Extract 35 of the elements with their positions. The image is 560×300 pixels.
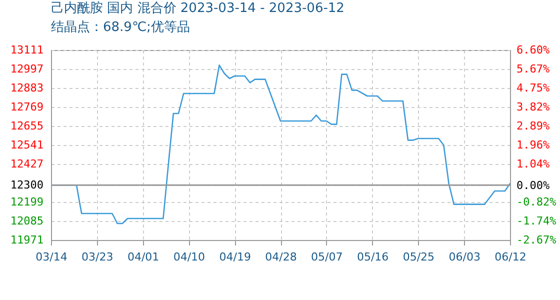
y2-tick-label: -0.82%: [516, 196, 557, 209]
y2-tick-label: 5.67%: [516, 62, 550, 76]
y-tick-label: 12199: [10, 196, 44, 208]
x-tick-label: 04/19: [219, 250, 251, 264]
y-tick-label: 12655: [10, 120, 44, 132]
y-tick-label: 12883: [10, 82, 44, 94]
x-tick-label: 06/12: [494, 250, 526, 264]
y2-tick-label: 1.96%: [516, 138, 550, 152]
y2-tick-label: -2.67%: [516, 234, 557, 246]
y2-tick-label: 0.00%: [516, 178, 550, 192]
y-tick-label: 12427: [10, 158, 44, 170]
chart-subtitle: 结晶点：68.9℃;优等品: [51, 20, 190, 35]
y2-tick-label: 6.60%: [516, 44, 550, 56]
x-tick-label: 04/28: [265, 250, 297, 264]
y-tick-label: 12085: [10, 214, 44, 228]
x-tick-label: 04/01: [127, 250, 160, 264]
x-tick-label: 05/07: [311, 250, 343, 264]
y-tick-label: 11971: [10, 234, 44, 246]
chart-title: 己内酰胺 国内 混合价 2023-03-14 - 2023-06-12: [51, 1, 344, 16]
x-tick-label: 03/14: [36, 250, 68, 264]
y-tick-label: 12997: [10, 62, 44, 76]
x-tick-label: 03/23: [82, 250, 114, 264]
y2-tick-label: 1.04%: [516, 157, 550, 170]
x-tick-label: 05/25: [402, 250, 435, 264]
y2-tick-label: 2.89%: [516, 120, 550, 133]
y2-tick-label: 4.75%: [516, 81, 550, 94]
y2-tick-label: 3.82%: [516, 100, 550, 114]
y-tick-label: 12300: [10, 178, 44, 192]
y2-tick-label: -1.74%: [516, 214, 557, 228]
x-tick-label: 05/16: [356, 250, 389, 264]
y-tick-label: 13111: [10, 44, 44, 56]
x-tick-label: 04/10: [173, 250, 206, 264]
y-tick-label: 12541: [10, 138, 44, 152]
y-tick-label: 12769: [10, 100, 44, 114]
x-tick-label: 06/03: [448, 250, 480, 264]
